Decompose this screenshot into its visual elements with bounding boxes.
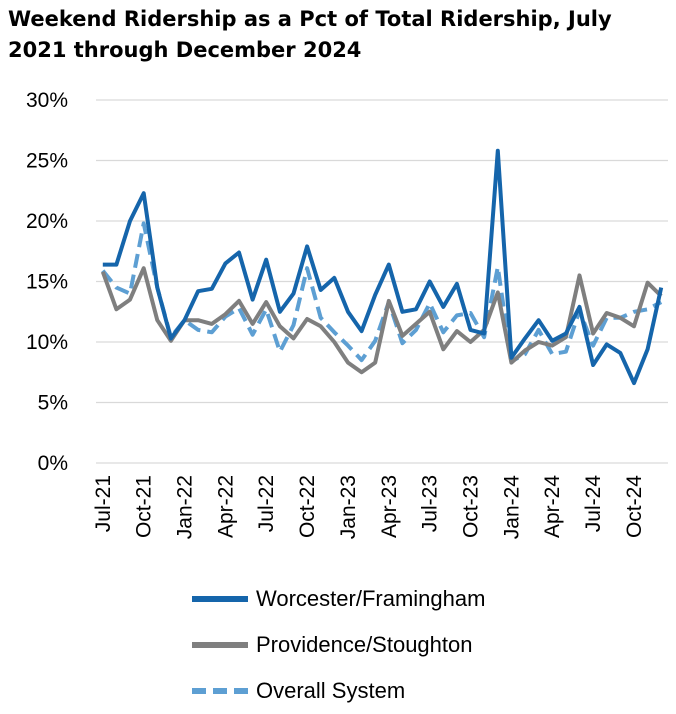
x-tick-label: Apr-23 [378,475,401,538]
legend-item-worcester-framingham: Worcester/Framingham [192,576,485,622]
x-tick-label: Oct-24 [623,475,646,538]
x-tick-label: Apr-22 [214,475,237,538]
y-tick-label: 20% [26,210,68,233]
x-tick-label: Jan-22 [174,475,197,539]
legend-label-worcester-framingham: Worcester/Framingham [256,586,486,611]
x-tick-label: Apr-24 [541,475,564,538]
legend-swatch-overall-system [192,688,248,694]
x-tick-label: Jul-21 [92,475,115,532]
series-lines [100,148,664,386]
legend: Worcester/Framingham Providence/Stoughto… [192,576,485,714]
y-tick-label: 15% [26,271,68,294]
y-axis-ticks: 0% 5% 10% 15% 20% 25% 30% [26,89,68,475]
line-chart: 0% 5% 10% 15% 20% 25% 30% Jul-21 Oct-21 Jan-22 Ap… [26,89,668,540]
x-tick-label: Jul-24 [582,475,605,533]
legend-label-overall-system: Overall System [256,678,406,703]
y-tick-label: 10% [26,331,68,354]
legend-swatch-providence-stoughton [192,642,248,648]
x-tick-label: Jan-24 [500,475,523,540]
x-axis-ticks: Jul-21 Oct-21 Jan-22 Apr-22 Jul-22 Oct-22 Jan-… [92,475,646,540]
gridlines [96,99,668,464]
series-line-overall-system [101,221,663,364]
x-tick-label: Oct-23 [460,475,483,538]
x-tick-label: Jul-23 [419,475,442,532]
y-tick-label: 5% [38,392,68,415]
x-tick-label: Jul-22 [255,475,278,532]
y-tick-label: 25% [26,150,68,173]
legend-item-providence-stoughton: Providence/Stoughton [192,622,485,668]
x-tick-label: Jan-23 [337,475,360,539]
y-tick-label: 30% [26,89,68,112]
series-line-worcester-framingham [102,148,664,386]
legend-label-providence-stoughton: Providence/Stoughton [256,632,473,657]
x-tick-label: Oct-21 [133,475,156,538]
chart-title: Weekend Ridership as a Pct of Total Ride… [8,7,612,62]
legend-item-overall-system: Overall System [192,668,485,714]
y-tick-label: 0% [38,452,68,475]
legend-swatch-worcester-framingham [192,596,248,602]
x-tick-label: Oct-22 [296,475,319,538]
